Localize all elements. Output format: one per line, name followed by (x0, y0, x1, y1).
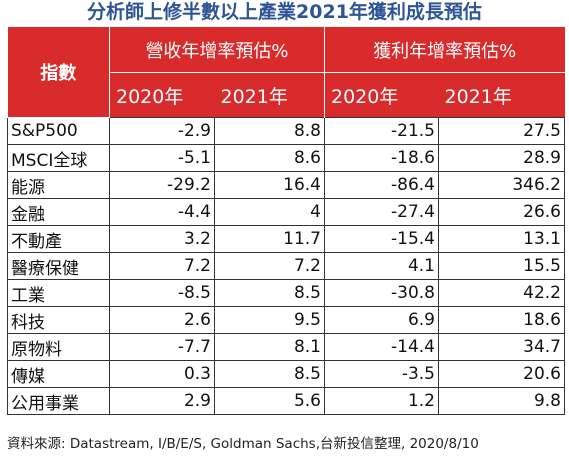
row-index-name: S&P500 (7, 117, 110, 145)
source-note: 資料來源: Datastream, I/B/E/S, Goldman Sachs… (7, 436, 479, 452)
table-row: 公用事業 2.9 5.6 1.2 9.8 (7, 387, 565, 415)
earnings-2020-cell: -14.4 (324, 333, 439, 361)
page-title: 分析師上修半數以上產業2021年獲利成長預估 (87, 1, 482, 23)
revenue-growth-header: 營收年增率預估% (109, 27, 325, 73)
table-row: 醫療保健 7.2 7.2 4.1 15.5 (7, 252, 565, 280)
earnings-2020-cell: -21.5 (324, 117, 439, 145)
revenue-2021-cell: 11.7 (214, 225, 325, 253)
table-row: S&P500 -2.9 8.8 -21.5 27.5 (7, 117, 565, 145)
revenue-2020-header: 2020年 (109, 72, 215, 118)
revenue-2021-cell: 5.6 (214, 387, 325, 415)
earnings-growth-header: 獲利年增率預估% (324, 27, 565, 73)
table-row: 工業 -8.5 8.5 -30.8 42.2 (7, 279, 565, 307)
earnings-2021-cell: 18.6 (438, 306, 565, 334)
table-row: MSCI全球 -5.1 8.6 -18.6 28.9 (7, 144, 565, 172)
row-index-name: 工業 (7, 279, 110, 307)
row-index-name: 醫療保健 (7, 252, 110, 280)
revenue-2021-cell: 8.8 (214, 117, 325, 145)
table-row: 能源 -29.2 16.4 -86.4 346.2 (7, 171, 565, 199)
earnings-2021-cell: 27.5 (438, 117, 565, 145)
earnings-2021-header: 2021年 (438, 72, 565, 118)
revenue-2020-cell: -8.5 (109, 279, 215, 307)
earnings-2021-cell: 13.1 (438, 225, 565, 253)
row-index-name: 科技 (7, 306, 110, 334)
revenue-2020-cell: 2.9 (109, 387, 215, 415)
revenue-2020-cell: 3.2 (109, 225, 215, 253)
table-row: 傳媒 0.3 8.5 -3.5 20.6 (7, 360, 565, 388)
earnings-2021-cell: 9.8 (438, 387, 565, 415)
earnings-2021-cell: 28.9 (438, 144, 565, 172)
earnings-2020-cell: -30.8 (324, 279, 439, 307)
row-index-name: 能源 (7, 171, 110, 199)
row-index-name: 不動產 (7, 225, 110, 253)
earnings-2020-cell: 4.1 (324, 252, 439, 280)
table-row: 原物料 -7.7 8.1 -14.4 34.7 (7, 333, 565, 361)
revenue-2020-cell: 7.2 (109, 252, 215, 280)
row-index-name: 傳媒 (7, 360, 110, 388)
table-row: 科技 2.6 9.5 6.9 18.6 (7, 306, 565, 334)
revenue-2021-cell: 9.5 (214, 306, 325, 334)
table-row: 金融 -4.4 4 -27.4 26.6 (7, 198, 565, 226)
earnings-2020-cell: -15.4 (324, 225, 439, 253)
earnings-2020-cell: -18.6 (324, 144, 439, 172)
earnings-2021-cell: 20.6 (438, 360, 565, 388)
earnings-2021-cell: 42.2 (438, 279, 565, 307)
revenue-2021-cell: 8.5 (214, 360, 325, 388)
revenue-2021-cell: 8.1 (214, 333, 325, 361)
revenue-2021-cell: 4 (214, 198, 325, 226)
earnings-2020-cell: 1.2 (324, 387, 439, 415)
index-column-header: 指數 (7, 27, 110, 118)
revenue-2021-header: 2021年 (214, 72, 325, 118)
row-index-name: 金融 (7, 198, 110, 226)
revenue-2020-cell: -5.1 (109, 144, 215, 172)
earnings-2021-cell: 34.7 (438, 333, 565, 361)
revenue-2020-cell: 0.3 (109, 360, 215, 388)
earnings-2020-header: 2020年 (324, 72, 439, 118)
revenue-2021-cell: 8.6 (214, 144, 325, 172)
earnings-2021-cell: 346.2 (438, 171, 565, 199)
earnings-2020-cell: 6.9 (324, 306, 439, 334)
earnings-2021-cell: 26.6 (438, 198, 565, 226)
earnings-2021-cell: 15.5 (438, 252, 565, 280)
row-index-name: MSCI全球 (7, 144, 110, 172)
revenue-2020-cell: 2.6 (109, 306, 215, 334)
revenue-2020-cell: -2.9 (109, 117, 215, 145)
table-body: S&P500 -2.9 8.8 -21.5 27.5 MSCI全球 -5.1 8.6 -18.6… (7, 117, 565, 415)
revenue-2020-cell: -4.4 (109, 198, 215, 226)
revenue-2021-cell: 8.5 (214, 279, 325, 307)
revenue-2021-cell: 7.2 (214, 252, 325, 280)
table-row: 不動產 3.2 11.7 -15.4 13.1 (7, 225, 565, 253)
row-index-name: 公用事業 (7, 387, 110, 415)
row-index-name: 原物料 (7, 333, 110, 361)
revenue-2020-cell: -29.2 (109, 171, 215, 199)
earnings-2020-cell: -27.4 (324, 198, 439, 226)
forecast-table: 指數 營收年增率預估% 獲利年增率預估% 2020年 2021年 2020年 2… (7, 27, 565, 415)
earnings-2020-cell: -86.4 (324, 171, 439, 199)
revenue-2020-cell: -7.7 (109, 333, 215, 361)
earnings-2020-cell: -3.5 (324, 360, 439, 388)
revenue-2021-cell: 16.4 (214, 171, 325, 199)
